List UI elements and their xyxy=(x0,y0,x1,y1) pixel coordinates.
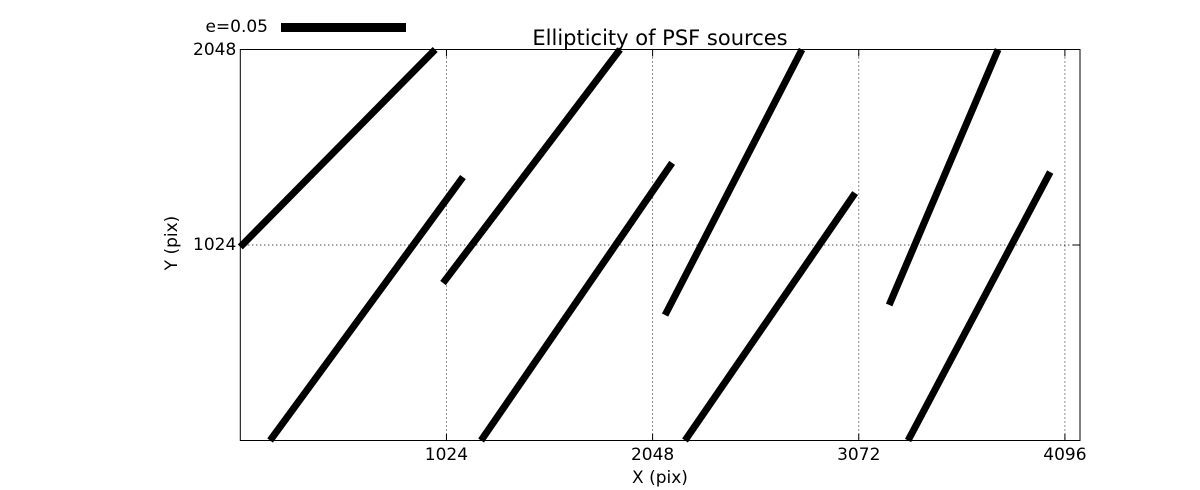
chart-title: Ellipticity of PSF sources xyxy=(532,26,788,50)
x-tick-label-4096: 4096 xyxy=(1043,445,1087,465)
ellipticity-whisker-0 xyxy=(237,47,438,250)
ellipticity-whisker-3 xyxy=(478,160,676,443)
legend-sample-line xyxy=(281,23,406,32)
ellipticity-whisker-1 xyxy=(267,174,466,443)
y-tick-label-2048: 2048 xyxy=(193,39,237,60)
y-tick-label-1024: 1024 xyxy=(193,235,237,255)
ellipticity-whisker-5 xyxy=(682,191,859,443)
ellipticity-whisker-4 xyxy=(661,47,806,317)
x-tick-label-3072: 3072 xyxy=(837,445,881,465)
x-axis-label: X (pix) xyxy=(632,468,688,488)
ellipticity-whisker-6 xyxy=(885,48,1002,307)
plot-frame xyxy=(239,49,1081,441)
ellipticity-whisker-2 xyxy=(440,47,623,286)
ellipticity-whisker-7 xyxy=(904,170,1054,443)
x-tick-label-1024: 1024 xyxy=(424,445,469,465)
legend-label: e=0.05 xyxy=(205,17,268,37)
y-axis-label: Y (pix) xyxy=(162,215,182,271)
x-tick-label-2048: 2048 xyxy=(630,445,675,465)
